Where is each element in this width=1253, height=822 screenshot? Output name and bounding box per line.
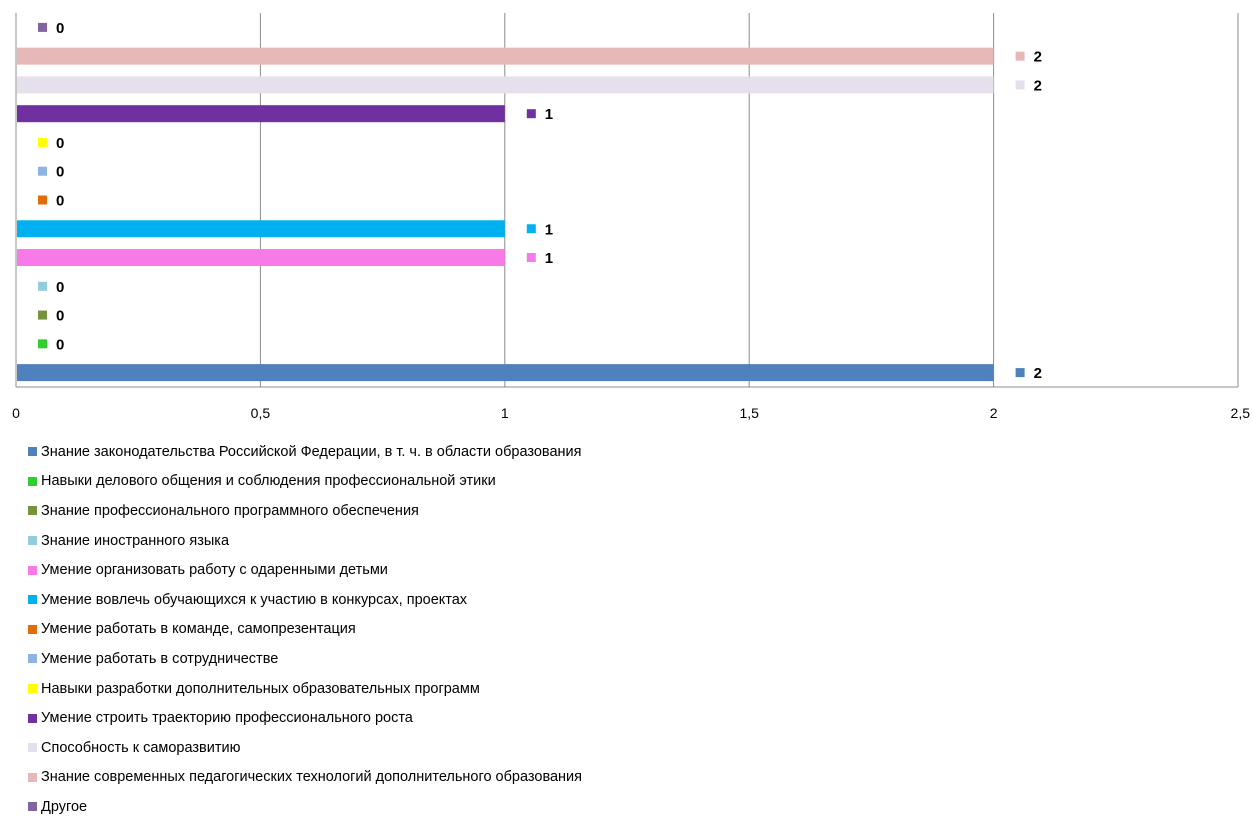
gridlines — [15, 13, 1239, 388]
legend-item: Умение строить траекторию профессиональн… — [28, 703, 582, 733]
data-label-swatch — [38, 137, 47, 147]
data-label-swatch — [1015, 80, 1025, 90]
legend-label: Умение работать в команде, самопрезентац… — [41, 621, 356, 638]
legend-swatch — [28, 595, 37, 605]
legend-label: Навыки разработки дополнительных образов… — [41, 680, 480, 697]
legend-item: Знание современных педагогических технол… — [28, 763, 582, 793]
bar — [17, 76, 994, 94]
data-label: 0 — [56, 135, 64, 152]
data-labels: 2 0 0 0 1 1 0 0 0 1 2 2 0 — [38, 20, 1042, 382]
data-label-swatch — [38, 166, 47, 176]
bar — [17, 249, 505, 267]
data-label-swatch — [38, 22, 47, 32]
data-label: 0 — [56, 308, 64, 325]
legend-label: Способность к саморазвитию — [41, 739, 241, 756]
data-label-swatch — [38, 195, 47, 205]
legend-item: Навыки разработки дополнительных образов… — [28, 674, 582, 704]
legend-swatch — [28, 565, 37, 575]
legend-item: Знание иностранного языка — [28, 526, 582, 556]
data-label: 2 — [1034, 77, 1042, 94]
legend-item: Способность к саморазвитию — [28, 733, 582, 763]
data-label-swatch — [526, 224, 536, 234]
bar — [17, 220, 505, 238]
x-tick-label: 2,5 — [1231, 405, 1251, 421]
legend: Знание законодательства Российской Федер… — [28, 437, 582, 822]
legend-item: Знание законодательства Российской Федер… — [28, 437, 582, 467]
legend-label: Знание профессионального программного об… — [41, 502, 419, 519]
data-label-swatch — [38, 281, 47, 291]
data-label: 0 — [56, 336, 64, 353]
data-label: 0 — [56, 164, 64, 181]
legend-label: Знание законодательства Российской Федер… — [41, 443, 582, 460]
legend-item: Навыки делового общения и соблюдения про… — [28, 467, 582, 497]
legend-item: Умение вовлечь обучающихся к участию в к… — [28, 585, 582, 615]
legend-label: Навыки делового общения и соблюдения про… — [41, 473, 496, 490]
bar — [17, 105, 505, 123]
legend-label: Умение вовлечь обучающихся к участию в к… — [41, 591, 468, 608]
legend-swatch — [28, 624, 37, 634]
legend-swatch — [28, 506, 37, 516]
legend-label: Знание современных педагогических технол… — [41, 769, 583, 786]
x-tick-label: 0 — [12, 405, 20, 421]
legend-label: Знание иностранного языка — [41, 532, 230, 549]
data-label: 0 — [56, 279, 64, 296]
data-label: 1 — [545, 106, 553, 123]
x-tick-label: 0,5 — [251, 405, 271, 421]
x-tick-label: 1,5 — [739, 405, 759, 421]
legend-swatch — [28, 743, 37, 753]
data-label-swatch — [38, 310, 47, 320]
legend-label: Умение строить траекторию профессиональн… — [41, 710, 413, 727]
data-label-swatch — [526, 253, 536, 263]
legend-swatch — [28, 802, 37, 812]
legend-swatch — [28, 447, 37, 457]
data-label-swatch — [526, 109, 536, 119]
bar — [17, 47, 994, 65]
data-label: 2 — [1034, 365, 1042, 382]
data-label: 2 — [1034, 49, 1042, 66]
legend-swatch — [28, 476, 37, 486]
bar-chart: 2 0 0 0 1 1 0 0 0 1 2 2 0 0 0,5 1 1,5 2 2,5 — [12, 13, 1250, 421]
legend-swatch — [28, 684, 37, 694]
legend-swatch — [28, 772, 37, 782]
x-tick-label: 2 — [990, 405, 998, 421]
legend-swatch — [28, 536, 37, 546]
data-label-swatch — [1015, 51, 1025, 61]
legend-label: Умение организовать работу с одаренными … — [41, 562, 388, 579]
data-label: 1 — [545, 250, 553, 267]
legend-item: Умение организовать работу с одаренными … — [28, 555, 582, 585]
legend-label: Умение работать в сотрудничестве — [41, 650, 279, 667]
legend-item: Знание профессионального программного об… — [28, 496, 582, 526]
x-tick-label: 1 — [501, 405, 509, 421]
legend-item: Умение работать в сотрудничестве — [28, 644, 582, 674]
data-label: 1 — [545, 221, 553, 238]
legend-item: Умение работать в команде, самопрезентац… — [28, 615, 582, 645]
data-label: 0 — [56, 193, 64, 210]
bar — [17, 364, 994, 382]
x-axis-ticks: 0 0,5 1 1,5 2 2,5 — [12, 405, 1250, 421]
legend-label: Другое — [41, 798, 88, 815]
bars — [17, 47, 994, 382]
legend-item: Другое — [28, 792, 582, 822]
data-label: 0 — [56, 20, 64, 37]
data-label-swatch — [38, 339, 47, 349]
data-label-swatch — [1015, 368, 1025, 378]
legend-swatch — [28, 654, 37, 664]
legend-swatch — [28, 713, 37, 723]
